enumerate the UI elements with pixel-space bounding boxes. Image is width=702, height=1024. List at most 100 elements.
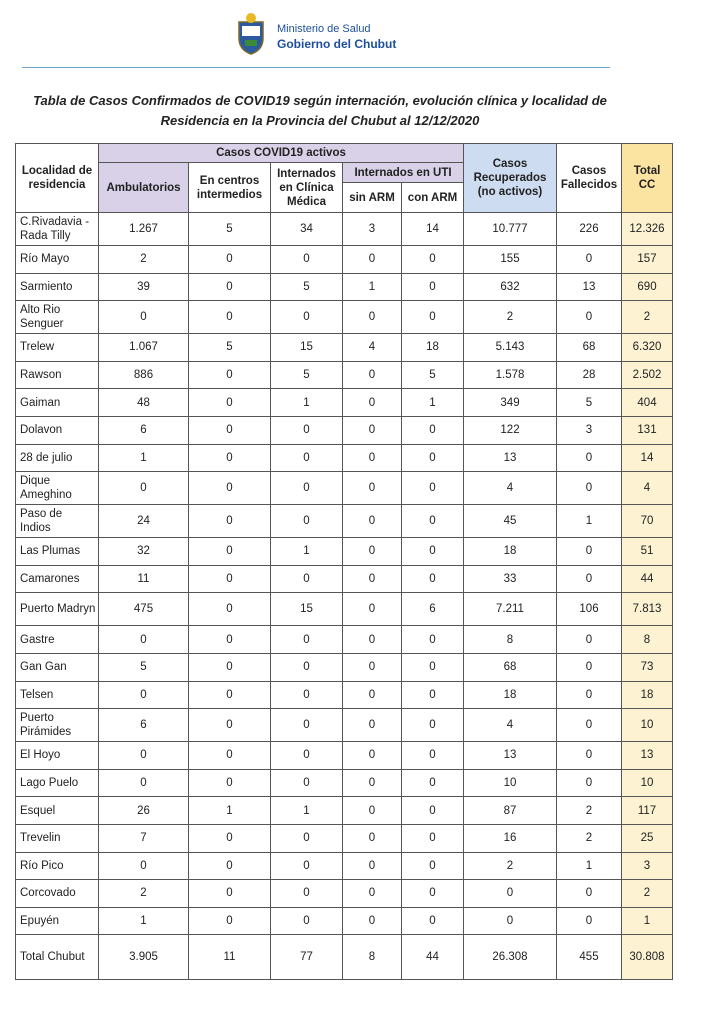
locality-cell: Río Mayo: [15, 245, 99, 274]
value-cell: 0: [270, 471, 343, 506]
locality-cell: Río Pico: [15, 851, 99, 881]
value-cell: 131: [621, 415, 673, 445]
value-cell: 0: [342, 300, 402, 335]
value-cell: 6: [401, 592, 464, 627]
value-cell: 28: [556, 360, 622, 390]
value-cell: 26.308: [463, 934, 557, 981]
value-cell: 1: [556, 504, 622, 539]
table-row: Trevelin 7 0 0 0 0 16 2 25: [15, 823, 673, 853]
value-cell: 0: [98, 471, 189, 506]
value-cell: 6: [98, 415, 189, 445]
value-cell: 0: [401, 537, 464, 566]
value-cell: 0: [463, 906, 557, 936]
value-cell: 70: [621, 504, 673, 539]
value-cell: 0: [401, 443, 464, 473]
value-cell: 0: [342, 796, 402, 825]
header-cell: Total CC: [621, 143, 673, 213]
locality-cell: Puerto Madryn: [15, 592, 99, 627]
value-cell: 0: [98, 851, 189, 881]
value-cell: 3.905: [98, 934, 189, 981]
value-cell: 2: [621, 879, 673, 908]
header-cell: con ARM: [401, 182, 464, 213]
locality-cell: Total Chubut: [15, 934, 99, 981]
table-body: C.Rivadavia - Rada Tilly 1.267 5 34 3 14 10.77…: [15, 212, 673, 981]
value-cell: 7: [98, 823, 189, 853]
value-cell: 0: [401, 708, 464, 743]
value-cell: 0: [401, 272, 464, 302]
header-cell: Internados en Clínica Médica: [270, 162, 343, 213]
value-cell: 13: [621, 741, 673, 770]
value-cell: 68: [556, 333, 622, 362]
value-cell: 13: [463, 741, 557, 770]
value-cell: 0: [556, 652, 622, 682]
value-cell: 4: [621, 471, 673, 506]
value-cell: 1.578: [463, 360, 557, 390]
value-cell: 886: [98, 360, 189, 390]
value-cell: 122: [463, 415, 557, 445]
locality-cell: Trelew: [15, 333, 99, 362]
value-cell: 18: [401, 333, 464, 362]
value-cell: 0: [556, 564, 622, 594]
value-cell: 0: [401, 680, 464, 710]
value-cell: 7.211: [463, 592, 557, 627]
value-cell: 13: [556, 272, 622, 302]
table-row: Río Pico 0 0 0 0 0 2 1 3: [15, 851, 673, 881]
value-cell: 0: [401, 851, 464, 881]
value-cell: 2: [98, 245, 189, 274]
value-cell: 4: [463, 708, 557, 743]
value-cell: 2.502: [621, 360, 673, 390]
locality-cell: Dolavon: [15, 415, 99, 445]
value-cell: 0: [401, 245, 464, 274]
value-cell: 0: [270, 415, 343, 445]
value-cell: 0: [270, 708, 343, 743]
locality-cell: Corcovado: [15, 879, 99, 908]
value-cell: 34: [270, 212, 343, 246]
value-cell: 14: [401, 212, 464, 246]
value-cell: 45: [463, 504, 557, 539]
value-cell: 0: [98, 625, 189, 654]
value-cell: 0: [270, 443, 343, 473]
value-cell: 155: [463, 245, 557, 274]
value-cell: 0: [342, 360, 402, 390]
value-cell: 5: [270, 272, 343, 302]
value-cell: 1: [270, 388, 343, 417]
table-row: Gastre 0 0 0 0 0 8 0 8: [15, 625, 673, 654]
value-cell: 12.326: [621, 212, 673, 246]
value-cell: 1: [556, 851, 622, 881]
value-cell: 24: [98, 504, 189, 539]
value-cell: 18: [463, 537, 557, 566]
locality-cell: Trevelin: [15, 823, 99, 853]
locality-cell: Gaiman: [15, 388, 99, 417]
value-cell: 0: [188, 708, 271, 743]
value-cell: 0: [401, 741, 464, 770]
value-cell: 0: [270, 680, 343, 710]
value-cell: 2: [463, 300, 557, 335]
header-cell: Ambulatorios: [98, 162, 189, 213]
locality-cell: Gastre: [15, 625, 99, 654]
value-cell: 33: [463, 564, 557, 594]
value-cell: 0: [188, 564, 271, 594]
value-cell: 157: [621, 245, 673, 274]
value-cell: 0: [556, 300, 622, 335]
value-cell: 15: [270, 592, 343, 627]
value-cell: 77: [270, 934, 343, 981]
divider: [22, 67, 610, 68]
value-cell: 5: [98, 652, 189, 682]
table-row: Gan Gan 5 0 0 0 0 68 0 73: [15, 652, 673, 682]
value-cell: 2: [556, 823, 622, 853]
value-cell: 11: [188, 934, 271, 981]
locality-cell: Rawson: [15, 360, 99, 390]
value-cell: 1: [98, 443, 189, 473]
value-cell: 1: [270, 796, 343, 825]
value-cell: 1.067: [98, 333, 189, 362]
government: Gobierno del Chubut: [277, 37, 397, 51]
value-cell: 18: [621, 680, 673, 710]
value-cell: 0: [342, 708, 402, 743]
value-cell: 0: [188, 741, 271, 770]
value-cell: 1: [621, 906, 673, 936]
value-cell: 0: [270, 652, 343, 682]
value-cell: 0: [188, 823, 271, 853]
value-cell: 0: [556, 625, 622, 654]
value-cell: 0: [342, 906, 402, 936]
